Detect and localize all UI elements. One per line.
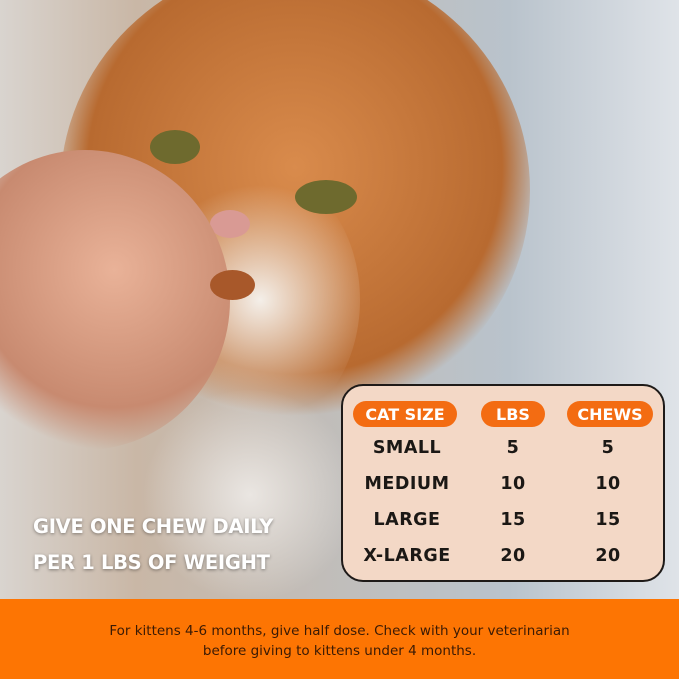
- cat-photo: [0, 0, 679, 600]
- size-medium: MEDIUM: [364, 474, 450, 494]
- chews-large: 15: [595, 510, 621, 530]
- banner-line-2: before giving to kittens under 4 months.: [202, 643, 477, 659]
- size-xlarge: X-LARGE: [363, 546, 451, 566]
- lbs-medium: 10: [500, 474, 526, 494]
- dosage-table: CAT SIZE LBS CHEWS SMALL 5 5 MEDIUM 10 1…: [341, 384, 665, 582]
- header-chews: CHEWS: [567, 401, 653, 427]
- chews-xlarge: 20: [595, 546, 621, 566]
- headline-line-2: PER 1 LBS OF WEIGHT: [33, 551, 270, 574]
- banner-line-1: For kittens 4-6 months, give half dose. …: [109, 623, 570, 639]
- header-cat-size: CAT SIZE: [353, 401, 457, 427]
- kitten-note-banner: For kittens 4-6 months, give half dose. …: [0, 599, 679, 679]
- header-lbs: LBS: [481, 401, 545, 427]
- chews-medium: 10: [595, 474, 621, 494]
- dosage-headline: GIVE ONE CHEW DAILY PER 1 LBS OF WEIGHT: [33, 509, 273, 581]
- size-small: SMALL: [372, 438, 442, 458]
- lbs-xlarge: 20: [500, 546, 526, 566]
- size-large: LARGE: [373, 510, 441, 530]
- lbs-small: 5: [506, 438, 520, 458]
- headline-line-1: GIVE ONE CHEW DAILY: [33, 515, 274, 538]
- chews-small: 5: [601, 438, 615, 458]
- lbs-large: 15: [500, 510, 526, 530]
